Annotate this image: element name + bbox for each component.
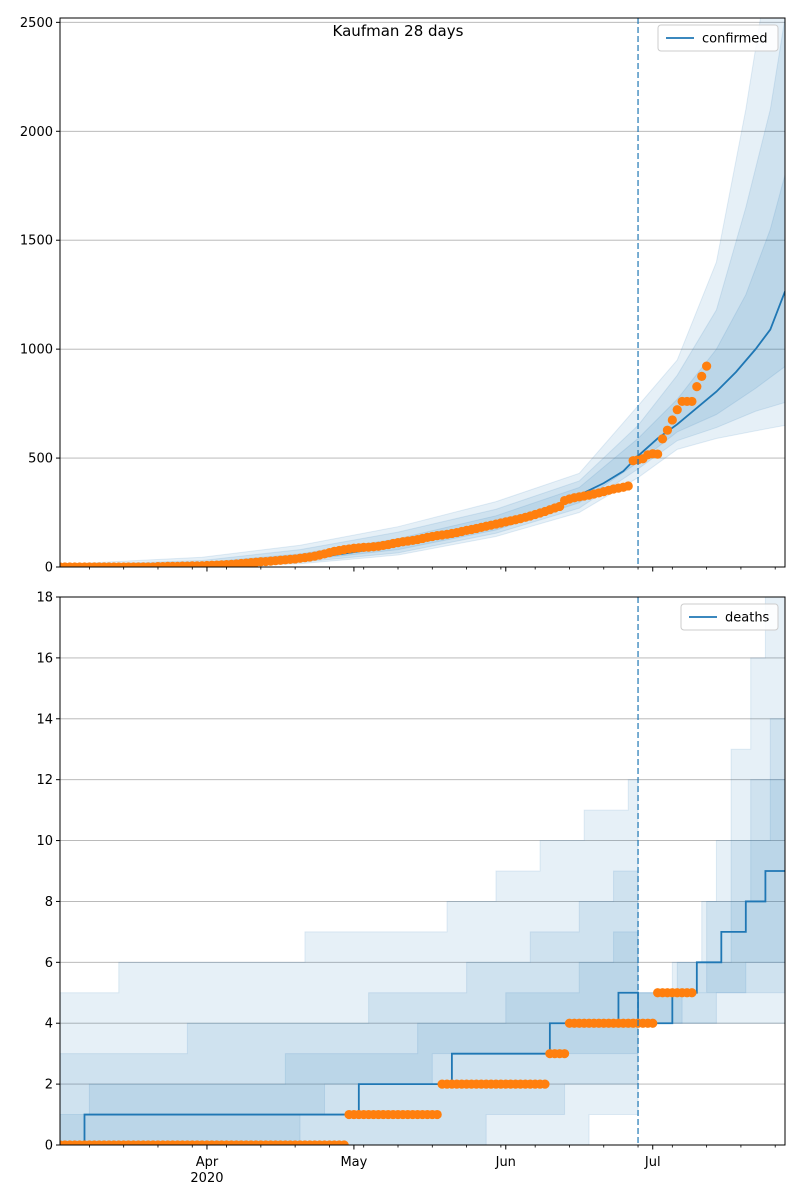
observed-point bbox=[339, 1140, 349, 1145]
observed-point bbox=[702, 361, 712, 371]
observed-point bbox=[692, 382, 702, 392]
axes-frame bbox=[59, 17, 786, 568]
y-tick-label: 2000 bbox=[20, 125, 53, 140]
x-year-label: 2020 bbox=[190, 1171, 223, 1186]
observed-point bbox=[697, 371, 707, 381]
plot-area bbox=[60, 597, 785, 1145]
legend-label: confirmed bbox=[702, 32, 768, 47]
y-tick-label: 8 bbox=[45, 895, 53, 910]
x-tick-label: Apr bbox=[196, 1155, 219, 1170]
deaths-panel: 0 2 4 6 8 10 12 14 16 18 deaths bbox=[36, 591, 786, 1154]
observed-point bbox=[662, 425, 673, 435]
observed-point bbox=[672, 405, 682, 415]
observed-point bbox=[623, 481, 633, 491]
plot-area bbox=[60, 18, 785, 567]
x-tick-label: May bbox=[340, 1155, 367, 1170]
legend-box bbox=[680, 603, 779, 631]
axes-frame bbox=[59, 596, 786, 1146]
legend-label: deaths bbox=[725, 611, 770, 626]
y-tick-label: 500 bbox=[28, 452, 53, 467]
observed-point bbox=[667, 415, 677, 425]
y-tick-label: 12 bbox=[36, 773, 53, 788]
y-tick-label: 16 bbox=[36, 651, 53, 666]
observed-point bbox=[657, 434, 668, 444]
x-tick-label: Jun bbox=[495, 1155, 516, 1170]
y-tick-label: 0 bbox=[45, 1139, 53, 1154]
prediction-band-3 bbox=[60, 174, 785, 567]
observed-point bbox=[559, 1049, 570, 1059]
y-tick-label: 2 bbox=[45, 1078, 53, 1093]
observed-point bbox=[540, 1079, 550, 1089]
prediction-band-1 bbox=[60, 18, 785, 567]
x-tick-label: Jul bbox=[644, 1155, 661, 1170]
y-tick-label: 6 bbox=[45, 956, 53, 971]
confirmed-panel: 0 500 1000 1500 2000 2500 confirmed bbox=[20, 16, 786, 576]
chart-title: Kaufman 28 days bbox=[333, 22, 464, 40]
y-tick-label: 1000 bbox=[20, 343, 53, 358]
prediction-band-2 bbox=[60, 18, 785, 567]
y-tick-label: 14 bbox=[36, 712, 53, 727]
observed-point bbox=[687, 988, 697, 998]
legend: deaths bbox=[680, 603, 779, 631]
prediction-band-3 bbox=[60, 749, 785, 1145]
y-tick-label: 10 bbox=[36, 834, 53, 849]
y-tick-label: 1500 bbox=[20, 234, 53, 249]
observed-point bbox=[432, 1109, 442, 1120]
y-tick-label: 0 bbox=[45, 561, 53, 576]
observed-point bbox=[687, 396, 697, 407]
observed-point bbox=[648, 1018, 658, 1028]
x-axis: Apr May Jun Jul 2020 bbox=[190, 1155, 660, 1186]
observed-point bbox=[653, 449, 663, 459]
y-tick-label: 18 bbox=[36, 591, 53, 606]
y-tick-label: 2500 bbox=[20, 16, 53, 31]
legend-box bbox=[657, 24, 779, 52]
legend: confirmed bbox=[657, 24, 779, 52]
y-tick-label: 4 bbox=[45, 1017, 53, 1032]
